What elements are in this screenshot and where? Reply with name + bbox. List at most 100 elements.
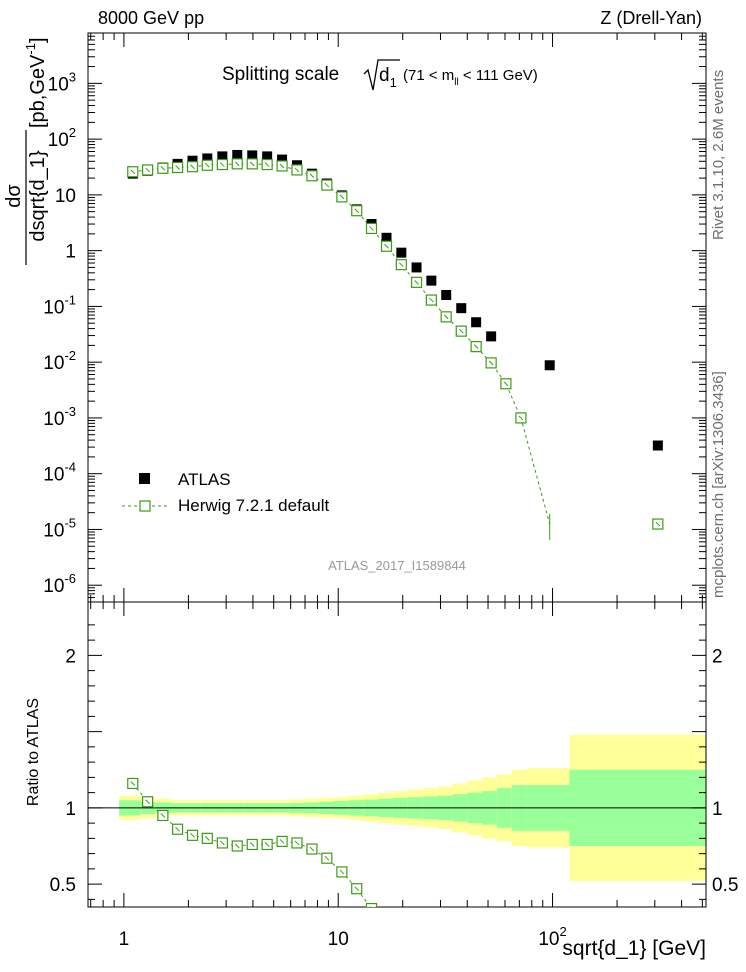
herwig-point-mark (473, 344, 479, 349)
herwig-point-mark (264, 162, 270, 167)
plot-title-variable: d1 (379, 65, 397, 90)
herwig-point-mark (384, 243, 389, 249)
ratio-y-tick-label-right: 0.5 (712, 875, 738, 896)
herwig-point-mark (279, 163, 285, 169)
atlas-point (652, 440, 663, 451)
x-axis-label: sqrt{d_1} [GeV] (562, 937, 706, 960)
herwig-ratio-point-mark (385, 926, 389, 930)
y-label-units: [pb,GeV-1] (23, 37, 49, 128)
y-tick-label: 103 (48, 69, 76, 95)
analysis-label: ATLAS_2017_I1589844 (328, 558, 466, 573)
ratio-y-tick-label-left: 2 (65, 646, 76, 667)
herwig-ratio-point-mark (204, 836, 210, 841)
sqrt-symbol (363, 59, 400, 91)
y-label-numerator: dσ (3, 184, 25, 208)
y-tick-label: 10-6 (43, 571, 76, 597)
herwig-ratio-point (382, 923, 392, 933)
ratio-y-axis-label: Ratio to ATLAS (25, 698, 42, 806)
herwig-point-mark (339, 194, 345, 200)
y-tick-label: 1 (65, 242, 76, 263)
y-label-denominator: dsqrt{d_1} (27, 150, 49, 242)
main-y-axis-label: dσ dsqrt{d_1} [pb,GeV-1] (3, 37, 49, 265)
legend-herwig-marker (139, 500, 151, 512)
herwig-point-mark (204, 162, 210, 168)
herwig-point-mark (414, 279, 419, 285)
plot-title: Splitting scale (222, 64, 339, 85)
main-plot-axes (87, 32, 707, 616)
ratio-y-tick-label-left: 0.5 (50, 875, 76, 896)
atlas-point (277, 154, 288, 165)
x-tick-label: 102 (538, 924, 566, 950)
process-label: Z (Drell-Yan) (600, 8, 702, 28)
y-tick-label: 10-5 (43, 515, 76, 541)
herwig-ratio-point-mark (324, 855, 330, 861)
y-tick-label: 10 (55, 186, 76, 207)
y-tick-label: 10-3 (43, 404, 76, 430)
herwig-point-mark (458, 328, 464, 334)
legend-atlas-marker (139, 473, 150, 484)
herwig-ratio-point-mark (160, 813, 166, 818)
herwig-point-mark (175, 165, 180, 170)
herwig-ratio-point-mark (220, 840, 225, 846)
herwig-point-mark (160, 165, 166, 171)
atlas-point (247, 150, 258, 161)
herwig-point-mark (488, 360, 494, 366)
herwig-point-mark (249, 161, 255, 167)
atlas-point (232, 149, 243, 160)
atlas-point (426, 275, 437, 286)
herwig-point-mark (354, 208, 360, 214)
atlas-point (471, 317, 482, 328)
herwig-point-mark (130, 169, 136, 175)
x-tick-label: 1 (119, 929, 130, 950)
y-tick-label: 102 (48, 125, 76, 151)
herwig-point-mark (234, 161, 240, 167)
atlas-point (441, 290, 452, 301)
x-tick-label: 10 (328, 929, 349, 950)
herwig-point-mark (220, 162, 225, 167)
herwig-ratio-point-mark (145, 799, 150, 805)
herwig-line (132, 163, 551, 525)
herwig-point-mark (518, 415, 524, 421)
atlas-point (456, 303, 467, 314)
herwig-point-mark (443, 314, 449, 320)
legend-atlas-label: ATLAS (178, 470, 231, 489)
y-tick-label: 10-4 (43, 460, 76, 486)
herwig-ratio-point-mark (264, 842, 270, 847)
atlas-point (187, 155, 198, 166)
atlas-point (217, 151, 228, 162)
main-plot-data (122, 149, 664, 540)
herwig-point-mark (309, 173, 315, 179)
atlas-point (396, 247, 407, 258)
herwig-ratio-point-mark (339, 869, 345, 875)
ratio-y-tick-label-left: 1 (65, 799, 76, 820)
herwig-point-mark (398, 262, 404, 268)
herwig-ratio-point-mark (130, 781, 136, 786)
atlas-point (262, 151, 273, 162)
herwig-ratio-point-mark (309, 846, 315, 852)
herwig-ratio-point-mark (234, 843, 240, 849)
atlas-point (381, 232, 392, 243)
y-tick-label: 10-2 (43, 348, 76, 374)
ratio-y-tick-label-right: 2 (712, 646, 723, 667)
collision-energy-label: 8000 GeV pp (98, 8, 205, 28)
ratio-plot-frame (87, 601, 707, 908)
herwig-point-mark (190, 164, 195, 170)
herwig-point-mark (145, 167, 150, 173)
herwig-ratio-point-mark (190, 832, 195, 838)
atlas-point (544, 360, 555, 371)
atlas-point (202, 153, 213, 164)
plot-title-cut: (71 < mll < 111 GeV) (403, 67, 538, 88)
herwig-ratio-point-mark (294, 840, 300, 846)
ratio-y-tick-label-right: 1 (712, 799, 723, 820)
main-plot-frame (87, 32, 707, 603)
herwig-point-mark (429, 297, 434, 303)
herwig-point-mark (294, 167, 300, 173)
herwig-point-mark (324, 182, 330, 188)
herwig-ratio-point-mark (354, 886, 360, 892)
herwig-ratio-point (365, 902, 378, 907)
herwig-ratio-point-mark (279, 839, 285, 844)
atlas-point (486, 331, 497, 342)
herwig-point-mark (655, 521, 661, 527)
y-tick-label: 10-1 (43, 292, 76, 318)
